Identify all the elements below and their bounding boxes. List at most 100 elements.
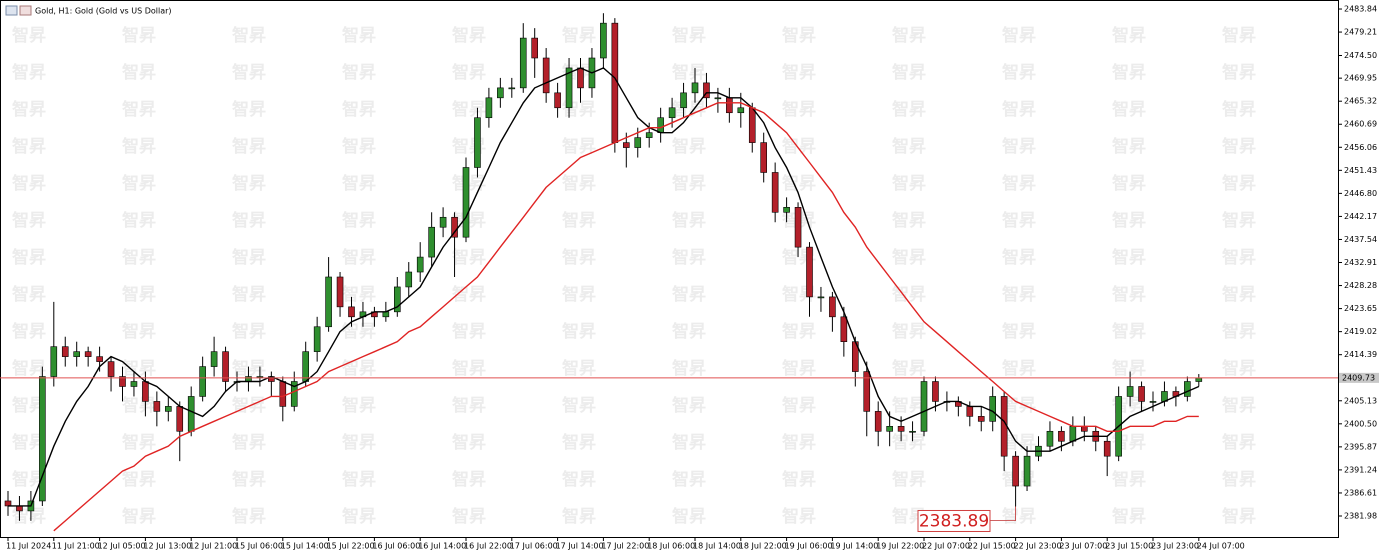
watermark: 智昇 (672, 321, 706, 342)
y-tick-label: 2442.17 (1344, 212, 1377, 221)
candle-body (703, 82, 710, 99)
candle-body (760, 142, 768, 173)
watermark: 智昇 (1222, 321, 1256, 342)
candle-body (508, 87, 516, 90)
candle-body (279, 381, 287, 407)
candle-body (50, 346, 58, 377)
watermark: 智昇 (562, 469, 596, 490)
candle-body (531, 37, 539, 59)
candle-body (932, 381, 939, 402)
candle-body (1081, 426, 1088, 432)
x-tick-label: 23 Jul 07:00 (1059, 542, 1107, 551)
watermark: 智昇 (342, 395, 376, 416)
x-tick-label: 24 Jul 07:00 (1197, 542, 1245, 551)
watermark: 智昇 (12, 321, 46, 342)
candle-body (165, 406, 172, 412)
y-tick-label: 2386.61 (1344, 488, 1377, 497)
y-tick-label: 2483.84 (1344, 5, 1377, 14)
watermark: 智昇 (452, 284, 486, 305)
candle-body (4, 500, 12, 507)
candle-body (84, 351, 92, 357)
candle-body (1046, 430, 1054, 447)
watermark: 智昇 (452, 358, 486, 379)
watermark: 智昇 (342, 210, 376, 231)
candle-body (920, 381, 928, 432)
watermark: 智昇 (122, 321, 156, 342)
watermark: 智昇 (672, 247, 706, 268)
y-tick-label: 2391.24 (1344, 465, 1377, 474)
candle-body (1069, 426, 1077, 442)
x-tick-label: 19 Jul 06:00 (785, 542, 833, 551)
x-tick-label: 12 Jul 13:00 (143, 542, 191, 551)
watermark: 智昇 (1112, 210, 1146, 231)
x-tick-label: 16 Jul 22:00 (464, 542, 512, 551)
watermark: 智昇 (12, 136, 46, 157)
candle-body (1195, 377, 1203, 382)
watermark: 智昇 (1112, 173, 1146, 194)
candle-body (1058, 430, 1065, 442)
watermark: 智昇 (562, 210, 596, 231)
watermark: 智昇 (232, 321, 266, 342)
current-price-box (1339, 372, 1379, 383)
watermark: 智昇 (1222, 506, 1256, 527)
candle-body (428, 226, 435, 258)
watermark: 智昇 (1222, 25, 1256, 46)
candle-body (348, 306, 355, 318)
candle-body (909, 430, 916, 433)
candle-body (439, 216, 447, 228)
x-tick-label: 23 Jul 23:00 (1151, 542, 1199, 551)
candle-body (1126, 386, 1134, 397)
watermark: 智昇 (672, 395, 706, 416)
watermark: 智昇 (1222, 432, 1256, 453)
watermark: 智昇 (562, 506, 596, 527)
y-tick-label: 2395.87 (1344, 442, 1377, 451)
candle-body (622, 142, 630, 148)
candle-body (874, 411, 882, 432)
candle-body (554, 92, 561, 109)
watermark: 智昇 (672, 25, 706, 46)
candle-body (1149, 401, 1157, 403)
candle-body (519, 37, 527, 89)
watermark: 智昇 (452, 321, 486, 342)
candle-body (497, 87, 504, 99)
watermark: 智昇 (342, 358, 376, 379)
x-tick-label: 15 Jul 14:00 (281, 542, 329, 551)
watermark: 智昇 (232, 432, 266, 453)
watermark: 智昇 (122, 506, 156, 527)
watermark: 智昇 (782, 62, 816, 83)
watermark: 智昇 (782, 469, 816, 490)
watermark: 智昇 (12, 62, 46, 83)
watermark: 智昇 (122, 25, 156, 46)
watermark: 智昇 (232, 99, 266, 120)
candle-body (107, 361, 115, 377)
watermark: 智昇 (232, 25, 266, 46)
watermark: 智昇 (122, 99, 156, 120)
watermark: 智昇 (1112, 469, 1146, 490)
candle-body (794, 207, 802, 248)
watermark: 智昇 (452, 99, 486, 120)
watermark: 智昇 (782, 358, 816, 379)
watermark: 智昇 (892, 25, 926, 46)
watermark: 智昇 (452, 25, 486, 46)
candle-body (829, 296, 836, 318)
watermark: 智昇 (1002, 321, 1036, 342)
y-tick-label: 2419.02 (1344, 327, 1377, 336)
watermark: 智昇 (342, 284, 376, 305)
watermark: 智昇 (562, 173, 596, 194)
y-tick-label: 2428.28 (1344, 281, 1377, 290)
x-tick-label: 17 Jul 14:00 (556, 542, 604, 551)
watermark: 智昇 (562, 432, 596, 453)
watermark: 智昇 (1112, 506, 1146, 527)
watermark: 智昇 (782, 136, 816, 157)
watermark: 智昇 (342, 62, 376, 83)
watermark: 智昇 (12, 284, 46, 305)
x-tick-label: 23 Jul 15:00 (1105, 542, 1153, 551)
watermark: 智昇 (232, 210, 266, 231)
candle-body (39, 376, 46, 502)
watermark: 智昇 (452, 469, 486, 490)
candle-body (153, 401, 161, 412)
watermark: 智昇 (672, 173, 706, 194)
candle-body (130, 381, 138, 387)
marks: 2383.89 (0, 13, 1338, 532)
watermark: 智昇 (672, 284, 706, 305)
